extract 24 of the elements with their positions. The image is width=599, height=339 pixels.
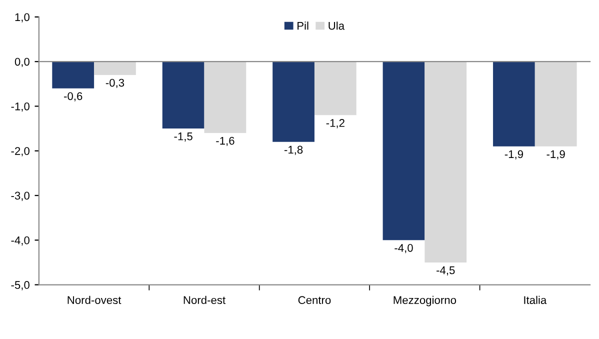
y-tick-label: 0,0 [14, 58, 30, 68]
x-tick-label: Centro [298, 296, 331, 304]
data-label: -0,6 [64, 92, 82, 102]
y-tick-label: 1,0 [15, 13, 30, 22]
data-label: -1,9 [504, 150, 524, 160]
y-tick-label: -3,0 [11, 192, 30, 201]
data-label: -1,5 [174, 132, 192, 142]
x-tick-label: Nord-ovest [68, 296, 122, 304]
y-tick-label: -1,0 [11, 102, 30, 112]
data-label: -1,6 [216, 136, 234, 146]
y-tick-label: -4,0 [11, 236, 30, 246]
data-label: -4,5 [436, 266, 455, 276]
legend-label: Pil [298, 22, 308, 30]
y-tick-label: -2,0 [11, 147, 30, 156]
data-label: -4,0 [394, 244, 413, 254]
x-tick-label: Nord-est [184, 296, 226, 304]
data-label: -1,2 [326, 119, 344, 128]
data-label: -0,3 [106, 78, 124, 88]
y-tick-label: -5,0 [11, 281, 30, 290]
data-label: -1,9 [546, 150, 565, 160]
legend-label: Ula [328, 22, 345, 30]
x-tick-label: Italia [524, 296, 547, 304]
x-tick-label: Mezzogiorno [394, 296, 456, 306]
data-label: -1,8 [284, 146, 303, 155]
